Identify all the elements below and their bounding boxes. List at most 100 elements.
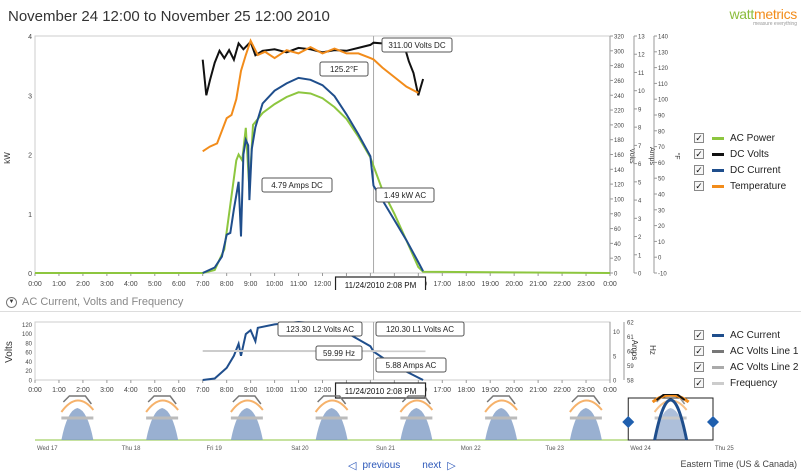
x-tick-label: 22:00: [553, 281, 571, 288]
x-tick-label: 4:00: [124, 281, 138, 288]
x-tick-label: 1:00: [52, 387, 66, 394]
legend-swatch: [712, 184, 724, 188]
x-tick-label: 6:00: [172, 281, 186, 288]
legend-checkbox[interactable]: ✓: [694, 133, 704, 143]
annotation-label: 311.00 Volts DC: [388, 41, 445, 50]
degf-tick-label: -10: [658, 272, 667, 278]
hz-tick-label: 62: [627, 321, 634, 327]
section-toggle[interactable]: ▼ AC Current, Volts and Frequency: [6, 296, 183, 308]
annotation-label: 1.49 kW AC: [384, 191, 426, 200]
amps-tick-label: 0: [638, 272, 642, 278]
ac-detail-chart[interactable]: 0:00 1:00 2:00 3:00 4:00 5:00 6:00 7:00 8:00 9:00…: [0, 318, 690, 410]
legend-checkbox[interactable]: ✓: [694, 378, 704, 388]
sub-legend-row[interactable]: ✓ AC Volts Line 1: [694, 343, 798, 359]
selection-handle-right[interactable]: [707, 416, 719, 428]
section-label: AC Current, Volts and Frequency: [22, 296, 184, 308]
legend-checkbox[interactable]: ✓: [694, 362, 704, 372]
x-tick-label: 21:00: [529, 387, 547, 394]
x-tick-label: 5:00: [148, 281, 162, 288]
overview-dcvolts-line: [147, 395, 177, 405]
annotation-box: [315, 345, 363, 361]
hz-tick-label: 58: [627, 379, 634, 385]
right-arrow-icon[interactable]: ▷: [447, 460, 456, 472]
volts-tick-label: 80: [25, 341, 32, 347]
next-link[interactable]: next: [422, 460, 442, 471]
annotation-box: [319, 61, 369, 77]
overview-current-area: [146, 408, 179, 440]
legend-swatch: [712, 168, 724, 172]
legend-checkbox[interactable]: ✓: [694, 181, 704, 191]
hz-tick-label: 61: [627, 335, 634, 341]
overview-day: [314, 395, 349, 440]
selection-handle-left[interactable]: [622, 416, 635, 428]
degf-tick-label: 40: [658, 193, 665, 199]
x-tick-label: 21:00: [529, 281, 547, 288]
amps-axis-label: Amps: [630, 340, 639, 360]
amps-tick-label: 0: [613, 379, 617, 385]
overview-temp-line: [484, 399, 518, 413]
degf-tick-label: 110: [658, 82, 668, 88]
annotation-box: [261, 177, 333, 193]
annotation-box: [375, 321, 465, 337]
main-energy-chart[interactable]: 0:00 1:00 2:00 3:00 4:00 5:00 6:00 7:00 8:00 9:00…: [0, 28, 690, 290]
overview-day: [230, 395, 264, 440]
x-tick-label: 7:00: [196, 281, 210, 288]
overview-tick-label: Thu 18: [122, 446, 141, 452]
legend-label: AC Power: [730, 132, 776, 144]
degf-tick-label: 120: [658, 66, 669, 72]
overview-tick-label: Sat 20: [291, 446, 309, 452]
legend-checkbox[interactable]: ✓: [694, 346, 704, 356]
volts-tick-label: 100: [614, 197, 625, 203]
amps-tick-label: 7: [638, 144, 642, 150]
volts-tick-label: 160: [614, 153, 625, 159]
x-tick-label: 7:00: [196, 387, 210, 394]
left-arrow-icon[interactable]: ◁: [348, 460, 357, 472]
volts-tick-label: 120: [22, 323, 33, 329]
legend-label: Temperature: [730, 180, 787, 192]
degf-tick-label: 130: [658, 50, 669, 56]
sub-legend-row[interactable]: ✓ Frequency: [694, 375, 798, 391]
main-legend-row[interactable]: ✓ DC Volts: [694, 146, 786, 162]
annotation-label: 125.2°F: [330, 65, 358, 74]
x-tick-label: 3:00: [100, 387, 114, 394]
main-legend-row[interactable]: ✓ AC Power: [694, 130, 786, 146]
overview-timeline[interactable]: Wed 17 Thu 18 Fri 19 Sat 20 Sun 21 Mon 22 Tue …: [0, 394, 801, 456]
x-tick-label: 5:00: [148, 387, 162, 394]
volts-tick-label: 40: [25, 360, 32, 366]
legend-label: AC Volts Line 1: [730, 345, 799, 357]
x-tick-label: 10:00: [266, 387, 284, 394]
overview-day: [60, 395, 95, 440]
chevron-down-icon[interactable]: ▼: [6, 296, 17, 308]
kw-tick-label: 0: [28, 271, 32, 278]
volts-tick-label: 320: [614, 35, 625, 41]
overview-dcvolts-line: [571, 395, 601, 405]
legend-checkbox[interactable]: ✓: [694, 149, 704, 159]
volts-tick-label: 260: [614, 79, 625, 85]
cursor-time-box: [334, 276, 427, 290]
legend-checkbox[interactable]: ✓: [694, 165, 704, 175]
x-tick-label: 10:00: [266, 281, 284, 288]
annotation-label: 120.30 L1 Volts AC: [386, 325, 454, 334]
wattmetrics-logo[interactable]: wattmetrics measure everything: [727, 6, 798, 27]
x-tick-label: 4:00: [124, 387, 138, 394]
main-legend-row[interactable]: ✓ Temperature: [694, 178, 786, 194]
amps-tick-label: 10: [613, 330, 620, 336]
main-legend-row[interactable]: ✓ DC Current: [694, 162, 786, 178]
x-tick-label: 11:00: [290, 281, 307, 288]
overview-selected-volts: [656, 394, 686, 401]
amps-tick-label: 4: [638, 199, 642, 205]
kw-tick-label: 3: [28, 93, 32, 100]
volts-axis-label: Volts: [4, 341, 15, 363]
sub-legend-row[interactable]: ✓ AC Volts Line 2: [694, 359, 798, 375]
overview-selection: [627, 397, 714, 441]
overview-temp-line: [569, 399, 603, 413]
page-title: November 24 12:00 to November 25 12:00 2…: [8, 8, 330, 25]
main-legend: ✓ AC Power ✓ DC Volts ✓ DC Current ✓ Temperatur…: [694, 130, 786, 194]
overview-dcvolts-line: [486, 395, 516, 405]
legend-checkbox[interactable]: ✓: [694, 330, 704, 340]
previous-link[interactable]: previous: [362, 460, 401, 471]
sub-legend-row[interactable]: ✓ AC Current: [694, 327, 798, 343]
x-tick-label: 19:00: [481, 281, 499, 288]
cursor-time-box: [334, 382, 427, 399]
degf-tick-label: 60: [658, 161, 665, 167]
